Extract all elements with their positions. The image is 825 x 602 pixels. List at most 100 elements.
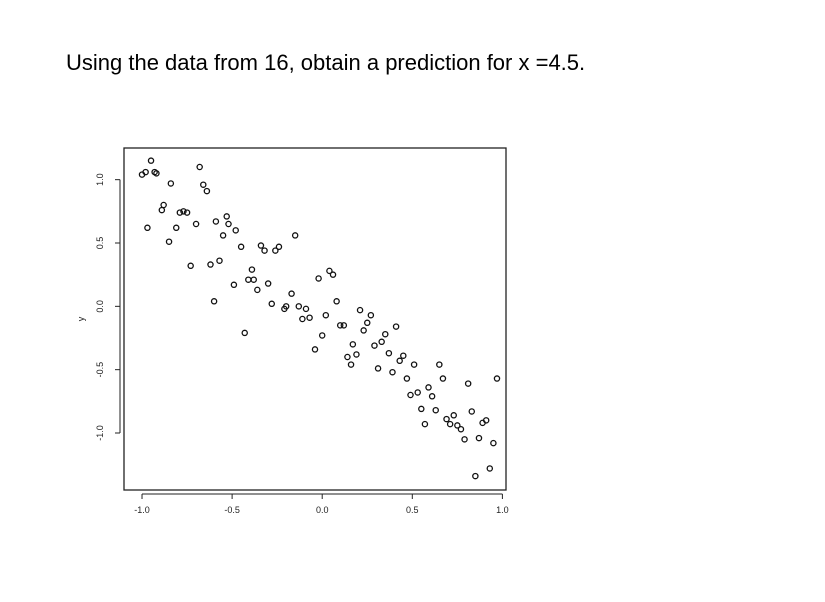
data-point xyxy=(464,380,472,387)
data-point xyxy=(360,327,367,334)
y-tick-label: 0.0 xyxy=(95,300,105,313)
data-point xyxy=(457,425,465,433)
data-point xyxy=(282,303,290,310)
data-point xyxy=(329,271,337,278)
y-axis-label: y xyxy=(76,316,86,321)
data-point xyxy=(490,439,497,447)
data-point xyxy=(272,247,279,254)
x-tick-label: 0.0 xyxy=(316,505,329,515)
data-points xyxy=(138,157,501,480)
y-tick-label: 1.0 xyxy=(95,173,105,186)
data-point xyxy=(230,281,238,289)
data-point xyxy=(241,329,248,337)
data-point xyxy=(264,280,272,287)
data-point xyxy=(400,352,407,359)
data-point xyxy=(257,242,265,249)
data-point xyxy=(493,375,501,382)
data-point xyxy=(165,238,173,245)
data-point xyxy=(299,315,306,323)
data-point xyxy=(210,298,218,305)
plot-frame xyxy=(123,147,507,491)
data-point xyxy=(421,420,429,428)
data-point xyxy=(333,298,340,305)
data-point xyxy=(326,267,333,275)
data-point xyxy=(237,243,245,251)
data-point xyxy=(364,319,371,327)
data-point xyxy=(378,338,385,346)
data-point xyxy=(353,351,360,358)
y-tick-label: 0.5 xyxy=(95,237,105,250)
axes: -1.0 -0.5 0.0 0.5 1.0 -1.0 -0.5 0.0 0.5 1.0 y xyxy=(76,147,509,515)
data-point xyxy=(425,384,432,391)
x-tick-label: 0.5 xyxy=(406,505,419,515)
data-point xyxy=(356,306,364,314)
data-point xyxy=(219,232,227,239)
data-point xyxy=(446,420,454,428)
data-point xyxy=(318,332,326,339)
data-point xyxy=(349,341,357,348)
data-point xyxy=(472,472,479,480)
data-point xyxy=(367,311,375,319)
data-point xyxy=(389,368,396,376)
data-point xyxy=(275,243,283,251)
data-point xyxy=(203,187,211,195)
data-point xyxy=(347,361,355,368)
x-tick-label: -1.0 xyxy=(134,505,150,515)
data-point xyxy=(200,181,207,188)
data-point xyxy=(382,330,389,338)
data-point xyxy=(216,257,223,264)
data-point xyxy=(245,276,252,283)
data-point xyxy=(212,218,220,225)
y-tick-label: -1.0 xyxy=(95,425,105,441)
data-point xyxy=(374,365,382,372)
data-point xyxy=(288,290,295,297)
data-point xyxy=(443,415,450,423)
data-point xyxy=(482,417,490,424)
x-tick-label: -0.5 xyxy=(224,505,240,515)
data-point xyxy=(187,262,194,270)
data-point xyxy=(336,322,344,329)
data-point xyxy=(396,357,403,365)
data-point xyxy=(160,201,167,209)
data-point xyxy=(340,322,348,329)
data-point xyxy=(207,261,214,268)
data-point xyxy=(173,224,180,232)
data-point xyxy=(268,300,276,308)
data-point xyxy=(250,276,257,283)
data-point xyxy=(167,180,175,187)
data-point xyxy=(176,209,184,216)
data-point xyxy=(371,342,378,349)
data-point xyxy=(392,323,400,330)
data-point xyxy=(322,311,330,319)
data-point xyxy=(454,422,461,429)
data-point xyxy=(196,163,203,171)
data-point xyxy=(261,247,268,254)
data-point xyxy=(410,361,418,368)
data-point xyxy=(344,353,351,361)
data-point xyxy=(232,227,239,234)
data-point xyxy=(183,209,191,216)
x-tick-label: 1.0 xyxy=(496,505,509,515)
data-point xyxy=(306,314,313,321)
data-point xyxy=(302,305,310,313)
data-point xyxy=(403,375,411,382)
data-point xyxy=(295,303,303,310)
data-point xyxy=(225,220,232,228)
data-point xyxy=(432,406,439,414)
data-point xyxy=(142,168,149,176)
data-point xyxy=(385,349,393,357)
question-text: Using the data from 16, obtain a predict… xyxy=(66,50,586,75)
data-point xyxy=(144,224,151,232)
data-point xyxy=(192,220,200,228)
data-point xyxy=(291,232,299,239)
data-point xyxy=(407,391,414,399)
data-point xyxy=(450,412,457,419)
data-point xyxy=(223,213,230,220)
data-point xyxy=(436,361,443,368)
data-point xyxy=(475,434,483,442)
data-point xyxy=(486,465,494,472)
data-point xyxy=(180,208,187,215)
data-point xyxy=(461,436,468,443)
data-point xyxy=(439,375,447,382)
